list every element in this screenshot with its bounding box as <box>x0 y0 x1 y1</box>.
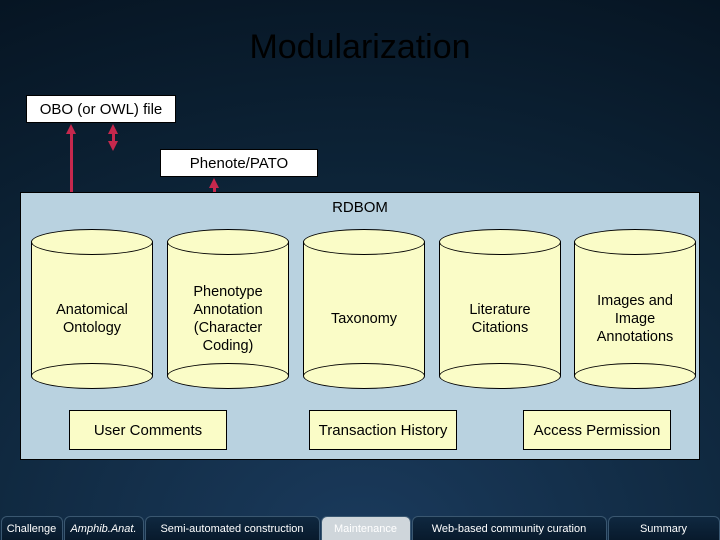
cyl-label: Taxonomy <box>307 267 421 371</box>
nav-tab-4[interactable]: Web-based community curation <box>412 516 607 540</box>
obo-file-label: OBO (or OWL) file <box>40 101 163 118</box>
nav-tab-5[interactable]: Summary <box>608 516 720 540</box>
arrow-obo-phenote-down <box>108 141 118 151</box>
slide-title: Modularization <box>0 28 720 67</box>
obo-file-box: OBO (or OWL) file <box>26 95 176 123</box>
cyl-label: Anatomical Ontology <box>35 267 149 371</box>
nav-tab-2[interactable]: Semi-automated construction <box>145 516 320 540</box>
nav-row: ChallengeAmphib.Anat.Semi-automated cons… <box>0 516 720 540</box>
cyl-label: Phenotype Annotation (Character Coding) <box>171 267 285 371</box>
cyl-label: Literature Citations <box>443 267 557 371</box>
nav-tab-3[interactable]: Maintenance <box>321 516 411 540</box>
arrow-phenote-cyl2-up <box>209 178 219 188</box>
cylinder-3: Literature Citations <box>439 229 561 389</box>
arrow-obo-phenote-up <box>108 124 118 134</box>
cyl-top <box>439 229 561 255</box>
nav-tab-1[interactable]: Amphib.Anat. <box>64 516 144 540</box>
nav-tab-0[interactable]: Challenge <box>1 516 63 540</box>
info-box-1: Transaction History <box>309 410 457 450</box>
cyl-top <box>31 229 153 255</box>
cylinder-1: Phenotype Annotation (Character Coding) <box>167 229 289 389</box>
rdbom-title: RDBOM <box>21 199 699 216</box>
cylinder-2: Taxonomy <box>303 229 425 389</box>
cyl-top <box>574 229 696 255</box>
rdbom-container: RDBOM Anatomical OntologyPhenotype Annot… <box>20 192 700 460</box>
cylinder-4: Images and Image Annotations <box>574 229 696 389</box>
cylinder-0: Anatomical Ontology <box>31 229 153 389</box>
cyl-top <box>167 229 289 255</box>
cyl-label: Images and Image Annotations <box>578 267 692 371</box>
phenote-box: Phenote/PATO <box>160 149 318 177</box>
info-box-0: User Comments <box>69 410 227 450</box>
cyl-top <box>303 229 425 255</box>
phenote-label: Phenote/PATO <box>190 155 288 172</box>
arrow-obo-cyl1-up <box>66 124 76 134</box>
info-box-2: Access Permission <box>523 410 671 450</box>
